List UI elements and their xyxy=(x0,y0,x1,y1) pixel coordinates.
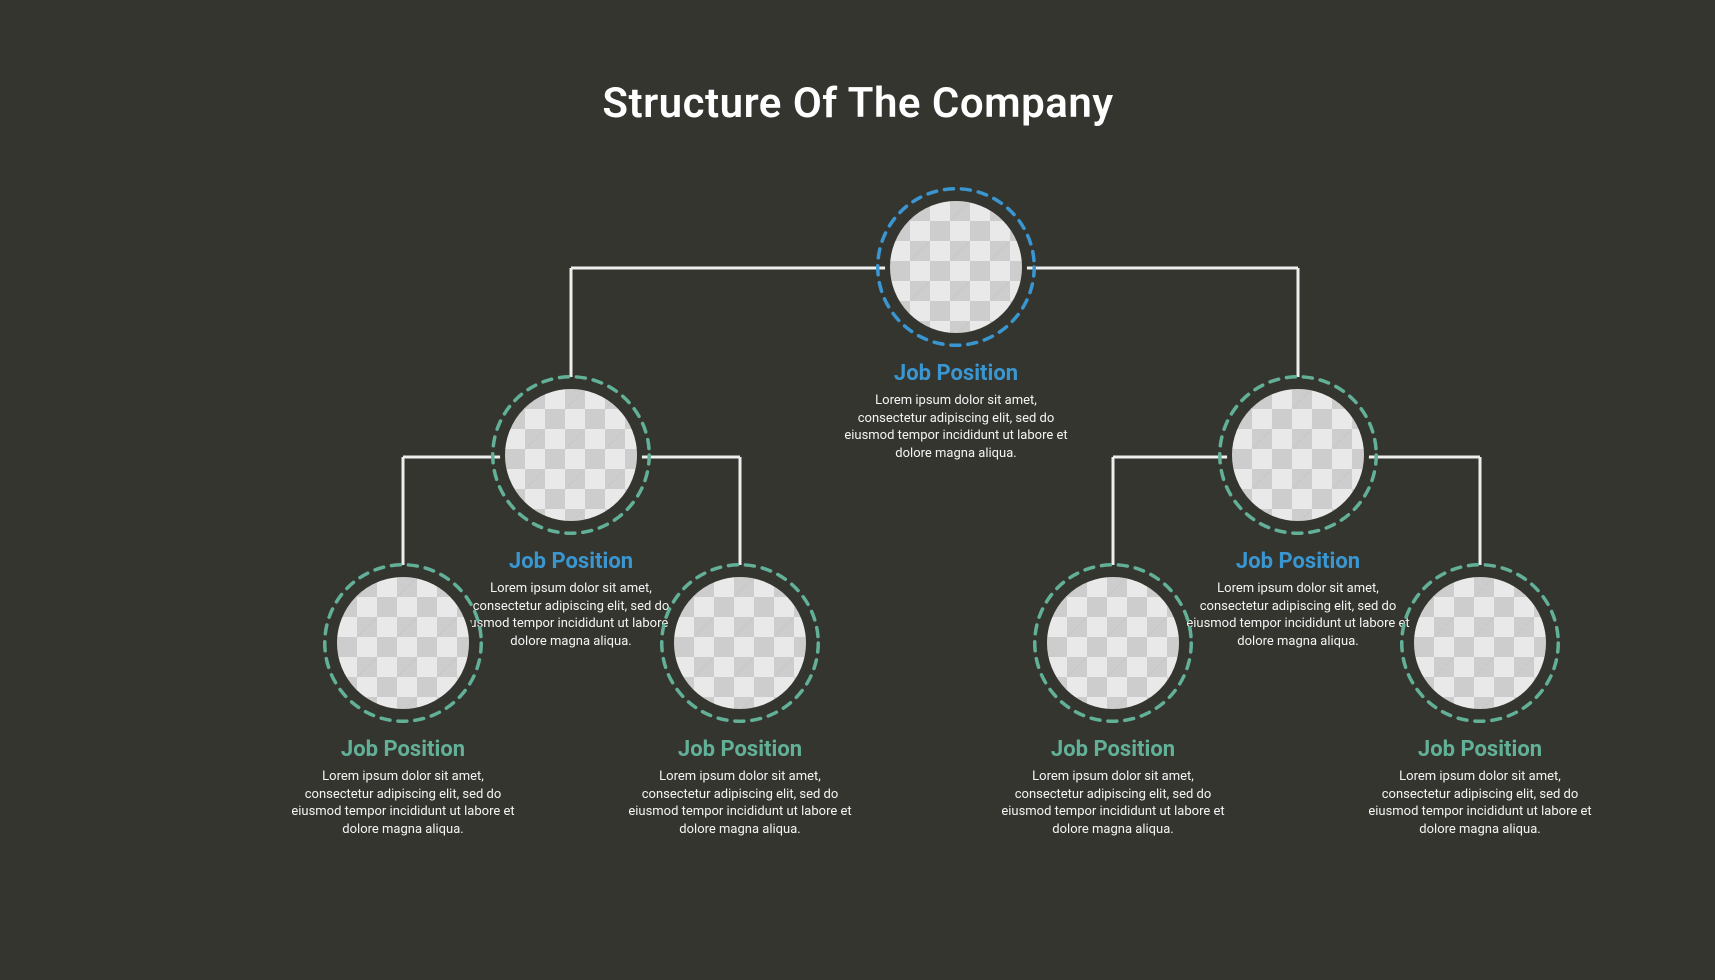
avatar-placeholder xyxy=(1033,563,1193,723)
avatar-placeholder xyxy=(1400,563,1560,723)
job-description: Lorem ipsum dolor sit amet, consectetur … xyxy=(998,768,1228,838)
avatar-placeholder xyxy=(491,375,651,535)
job-title: Job Position xyxy=(1365,737,1595,762)
avatar-placeholder xyxy=(876,187,1036,347)
avatar-image-placeholder xyxy=(1227,384,1369,526)
transparency-checker-icon xyxy=(1047,577,1179,709)
avatar-image-placeholder xyxy=(1042,572,1184,714)
transparency-checker-icon xyxy=(890,201,1022,333)
avatar-image-placeholder xyxy=(1409,572,1551,714)
avatar-placeholder xyxy=(660,563,820,723)
transparency-checker-icon xyxy=(1414,577,1546,709)
org-node-leaf-1: Job Position Lorem ipsum dolor sit amet, … xyxy=(288,563,518,838)
job-title: Job Position xyxy=(288,737,518,762)
page-title: Structure Of The Company xyxy=(98,79,1618,128)
org-node-leaf-3: Job Position Lorem ipsum dolor sit amet, … xyxy=(998,563,1228,838)
transparency-checker-icon xyxy=(505,389,637,521)
job-description: Lorem ipsum dolor sit amet, consectetur … xyxy=(841,392,1071,462)
job-title: Job Position xyxy=(841,361,1071,386)
job-description: Lorem ipsum dolor sit amet, consectetur … xyxy=(288,768,518,838)
job-description: Lorem ipsum dolor sit amet, consectetur … xyxy=(625,768,855,838)
avatar-image-placeholder xyxy=(669,572,811,714)
slide-frame: Structure Of The Company Job Position Lor… xyxy=(98,23,1618,953)
canvas: Structure Of The Company Job Position Lor… xyxy=(0,0,1715,980)
transparency-checker-icon xyxy=(337,577,469,709)
transparency-checker-icon xyxy=(1232,389,1364,521)
avatar-placeholder xyxy=(323,563,483,723)
job-title: Job Position xyxy=(998,737,1228,762)
avatar-image-placeholder xyxy=(885,196,1027,338)
org-node-leaf-4: Job Position Lorem ipsum dolor sit amet, … xyxy=(1365,563,1595,838)
avatar-placeholder xyxy=(1218,375,1378,535)
transparency-checker-icon xyxy=(674,577,806,709)
avatar-image-placeholder xyxy=(332,572,474,714)
job-description: Lorem ipsum dolor sit amet, consectetur … xyxy=(1365,768,1595,838)
job-title: Job Position xyxy=(625,737,855,762)
org-node-leaf-2: Job Position Lorem ipsum dolor sit amet, … xyxy=(625,563,855,838)
org-node-root: Job Position Lorem ipsum dolor sit amet, … xyxy=(841,187,1071,462)
avatar-image-placeholder xyxy=(500,384,642,526)
